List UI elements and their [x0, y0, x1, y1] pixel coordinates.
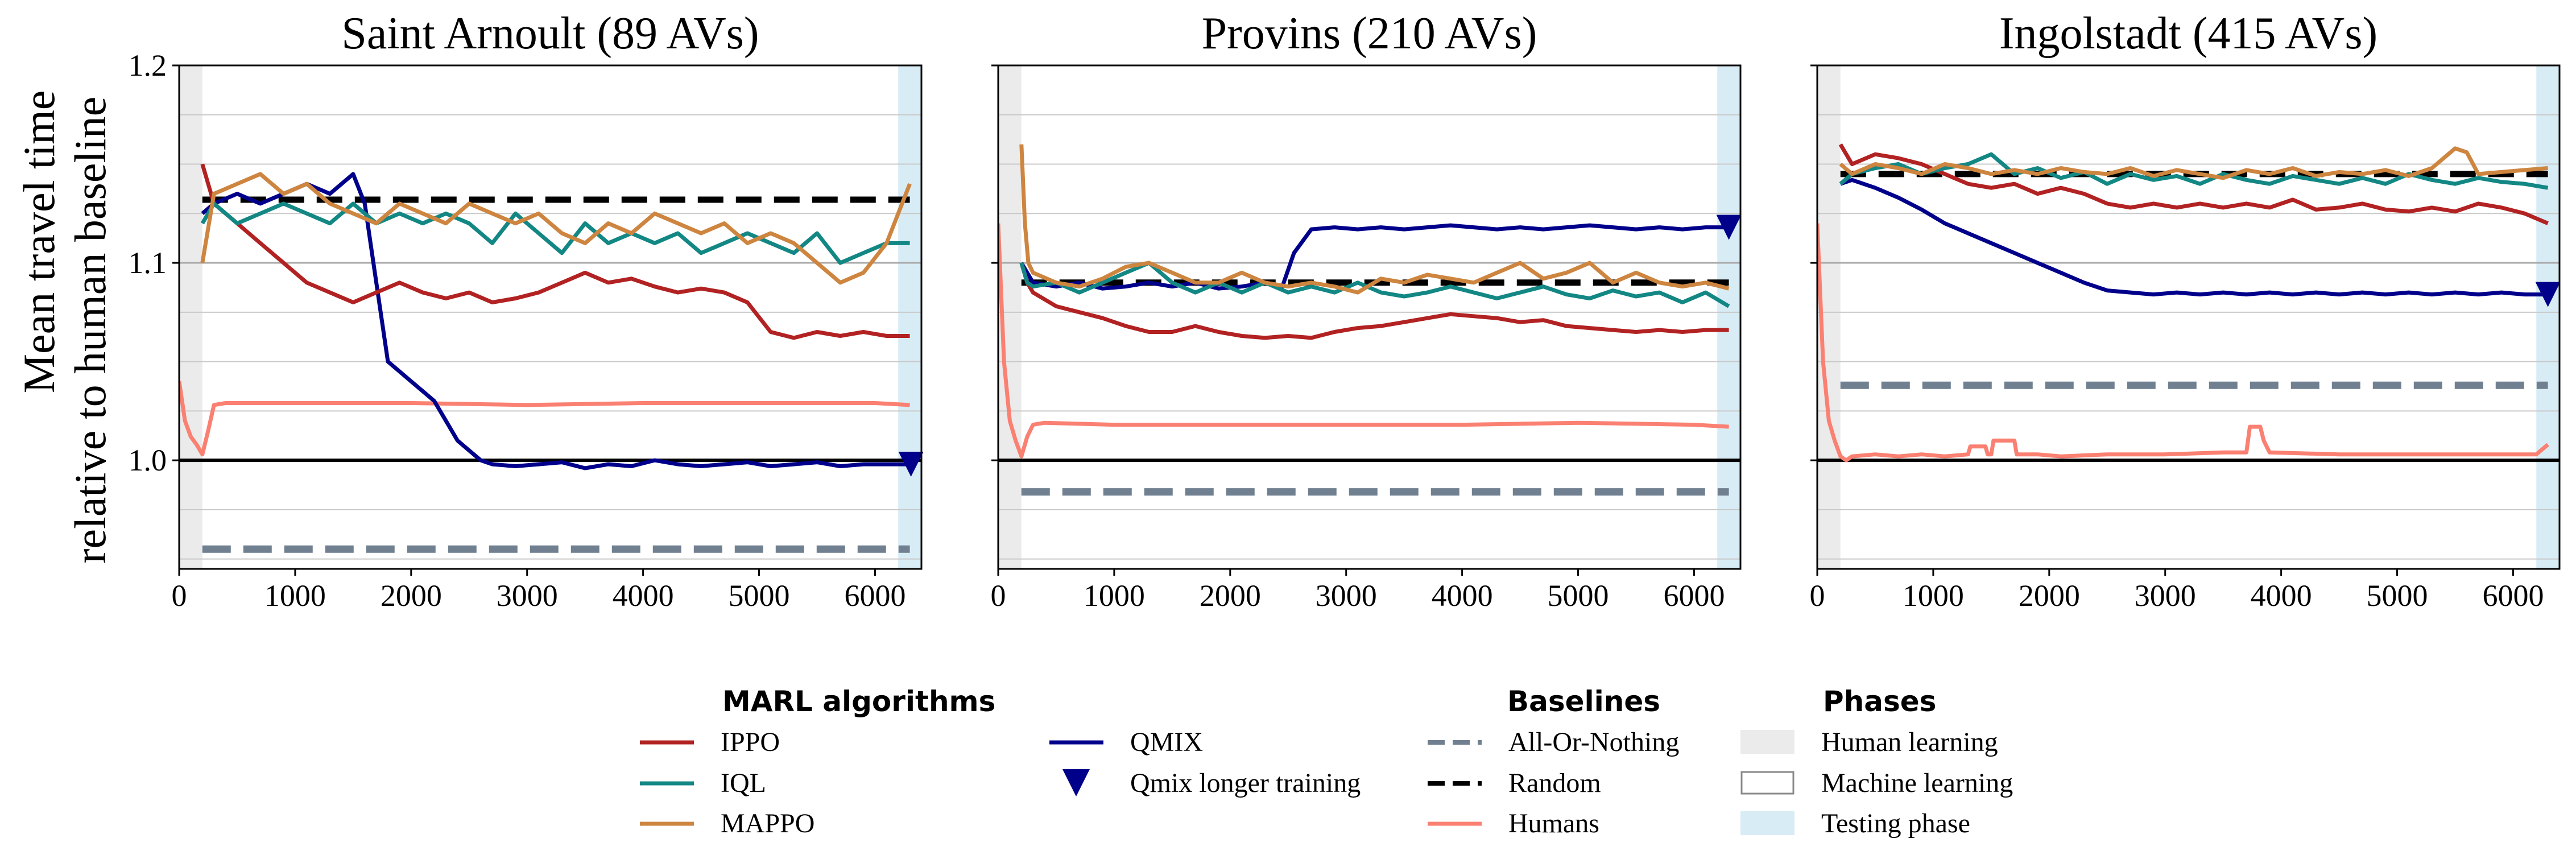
x-tick-label: 2000 — [1200, 579, 1261, 613]
y-tick-label: 1.0 — [129, 443, 167, 477]
mappo-line — [1019, 144, 1730, 295]
legend-label: Humans — [1508, 808, 1599, 839]
legend-label: Machine learning — [1821, 768, 2013, 798]
human-learning-phase-band — [179, 65, 202, 569]
testing-phase-band — [1717, 65, 1740, 569]
legend-item-qmix-longer-training: Qmix longer training — [1062, 768, 1361, 798]
legend-label: Testing phase — [1821, 808, 1970, 839]
humans-line — [998, 223, 1729, 459]
x-tick-label: 0 — [1810, 579, 1825, 613]
legend-swatch — [1740, 771, 1794, 795]
legend-item-iql: IQL — [640, 768, 766, 798]
x-tick-label: 1000 — [1903, 579, 1964, 613]
legend-title-phases: Phases — [1823, 685, 1936, 718]
legend-item-humans: Humans — [1428, 808, 1599, 839]
legend-item-random: Random — [1428, 768, 1601, 798]
x-tick-label: 0 — [991, 579, 1006, 613]
legend-swatch — [1740, 730, 1794, 754]
panel-2: Provins (210 AVs) 0 1000 2000 3000 4000 5000 60… — [991, 9, 1742, 613]
x-tick-label: 4000 — [1432, 579, 1493, 613]
x-tick-label: 2000 — [2019, 579, 2080, 613]
legend-item-mappo: MAPPO — [640, 808, 814, 839]
axes-frame — [997, 64, 1742, 570]
x-tick-label: 6000 — [1663, 579, 1725, 613]
iql-line — [200, 201, 910, 265]
x-tick-label: 5000 — [729, 579, 790, 613]
plot-area — [998, 144, 1740, 496]
legend-item-ippo: IPPO — [640, 727, 780, 757]
humans-line — [1817, 223, 2549, 463]
panel-1: Saint Arnoult (89 AVs) 0 1000 2000 3000 4000 5… — [129, 9, 924, 613]
y-tick-label: 1.1 — [129, 246, 167, 280]
qmix-line — [201, 172, 910, 470]
panel-title: Saint Arnoult (89 AVs) — [341, 9, 759, 59]
x-tick-label: 5000 — [1548, 579, 1609, 613]
x-tick-label: 1000 — [1084, 579, 1145, 613]
y-tick-label: 1.2 — [129, 48, 167, 82]
qmix-longer-training-marker — [2535, 282, 2561, 307]
panels: Saint Arnoult (89 AVs) 0 1000 2000 3000 4000 5… — [129, 9, 2561, 613]
legend-label: All-Or-Nothing — [1508, 727, 1679, 757]
legend-label: Human learning — [1821, 727, 1998, 757]
y-axis-label-line2: relative to human baseline — [65, 97, 115, 564]
panel-3: Ingolstadt (415 AVs) 0 1000 2000 3000 4000 500… — [1810, 9, 2561, 613]
plot-area — [1817, 143, 2560, 463]
plot-area — [179, 163, 921, 553]
mappo-line — [200, 172, 912, 285]
legend-item-qmix: QMIX — [1049, 727, 1203, 757]
legend: MARL algorithms IPPO IQL MAPPO QMIX Qmix long… — [640, 685, 2013, 839]
x-tick-label: 6000 — [844, 579, 905, 613]
qmix-longer-training-marker — [898, 452, 924, 477]
legend-item-machine-learning: Machine learning — [1740, 768, 2013, 798]
legend-label: IPPO — [721, 727, 780, 757]
legend-label: QMIX — [1130, 727, 1203, 757]
x-tick-label: 1000 — [264, 579, 326, 613]
legend-label: Random — [1508, 768, 1601, 798]
axes-frame — [1816, 64, 2561, 570]
x-tick-label: 3000 — [497, 579, 558, 613]
axes-frame — [178, 64, 923, 570]
x-tick-label: 6000 — [2482, 579, 2544, 613]
ippo-line — [200, 163, 910, 340]
x-tick-label: 3000 — [1316, 579, 1377, 613]
legend-swatch — [1740, 811, 1794, 835]
legend-title-marl: MARL algorithms — [722, 685, 995, 718]
ippo-line — [1019, 262, 1729, 340]
legend-item-human-learning: Human learning — [1740, 727, 1998, 757]
qmix-longer-training-marker — [1716, 214, 1742, 240]
panel-title: Provins (210 AVs) — [1202, 9, 1537, 59]
x-tick-label: 5000 — [2367, 579, 2428, 613]
x-tick-label: 2000 — [381, 579, 442, 613]
legend-swatch — [1062, 769, 1090, 796]
mappo-line — [1839, 146, 2548, 180]
x-tick-label: 4000 — [2251, 579, 2312, 613]
y-axis-label-line1: Mean travel time — [14, 90, 64, 394]
x-tick-label: 0 — [172, 579, 187, 613]
x-tick-label: 3000 — [2135, 579, 2196, 613]
x-tick-label: 4000 — [613, 579, 674, 613]
testing-phase-band — [898, 65, 921, 569]
qmix-line — [1019, 223, 1729, 291]
legend-item-testing-phase: Testing phase — [1740, 808, 1970, 839]
legend-item-all-or-nothing: All-Or-Nothing — [1428, 727, 1679, 757]
legend-label: MAPPO — [721, 808, 814, 839]
panel-title: Ingolstadt (415 AVs) — [1999, 9, 2377, 59]
iql-line — [1839, 152, 2549, 190]
legend-label: Qmix longer training — [1130, 768, 1361, 798]
ippo-line — [1838, 143, 2549, 225]
qmix-line — [1839, 177, 2548, 297]
iql-line — [1019, 261, 1730, 308]
humans-line — [179, 381, 910, 457]
legend-title-baselines: Baselines — [1507, 685, 1660, 718]
testing-phase-band — [2536, 65, 2560, 569]
legend-label: IQL — [721, 768, 766, 798]
